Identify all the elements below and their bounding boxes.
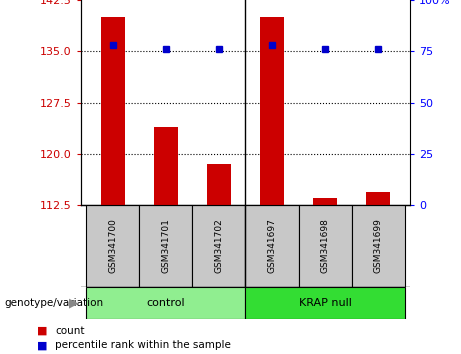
Text: count: count <box>55 326 85 336</box>
Text: GSM341697: GSM341697 <box>267 218 277 274</box>
Text: control: control <box>147 298 185 308</box>
Bar <box>246 205 299 287</box>
Bar <box>352 205 405 287</box>
Bar <box>139 205 192 287</box>
Text: GSM341699: GSM341699 <box>374 218 383 274</box>
Bar <box>246 287 405 319</box>
Text: ■: ■ <box>37 326 47 336</box>
Text: GSM341700: GSM341700 <box>108 218 117 274</box>
Bar <box>299 205 352 287</box>
Bar <box>313 199 337 205</box>
Bar <box>86 205 139 287</box>
Text: GSM341701: GSM341701 <box>161 218 170 274</box>
Bar <box>86 287 246 319</box>
Text: percentile rank within the sample: percentile rank within the sample <box>55 340 231 350</box>
Bar <box>260 17 284 205</box>
Bar <box>154 127 177 205</box>
Text: GSM341698: GSM341698 <box>321 218 330 274</box>
Text: KRAP null: KRAP null <box>299 298 352 308</box>
Text: ▶: ▶ <box>69 296 79 309</box>
Bar <box>100 17 124 205</box>
Bar <box>192 205 246 287</box>
Text: ■: ■ <box>37 340 47 350</box>
Bar <box>366 192 390 205</box>
Text: genotype/variation: genotype/variation <box>5 298 104 308</box>
Bar <box>207 164 231 205</box>
Text: GSM341702: GSM341702 <box>214 219 224 273</box>
